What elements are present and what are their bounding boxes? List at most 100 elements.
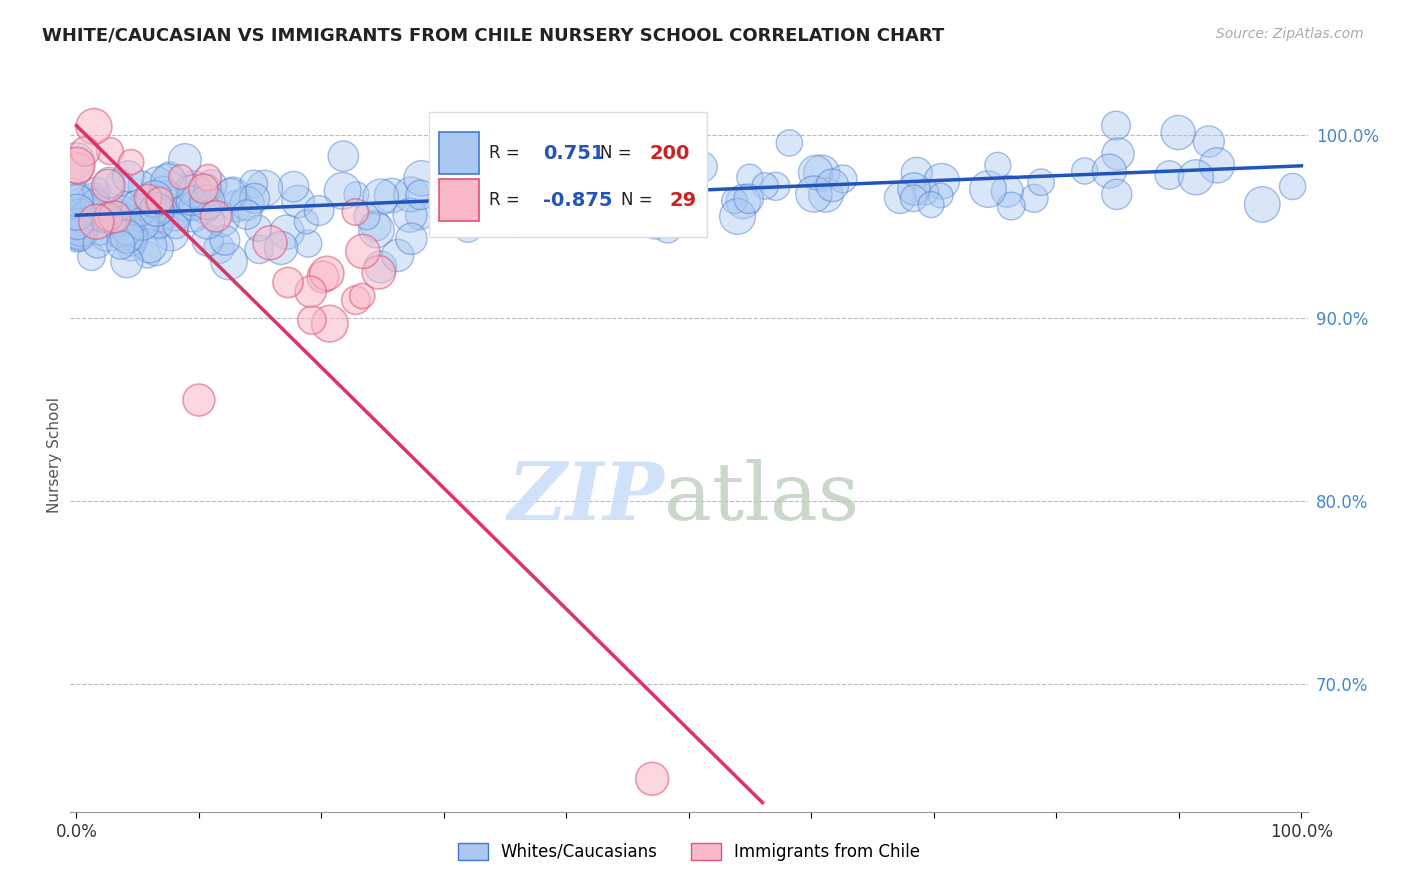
Point xyxy=(136,191,159,205)
Point xyxy=(79,214,101,228)
Point xyxy=(723,194,745,208)
Point xyxy=(247,243,270,257)
Point xyxy=(502,176,524,190)
Point xyxy=(1281,179,1303,194)
Point xyxy=(136,248,159,262)
Point xyxy=(218,254,240,268)
Point xyxy=(72,211,94,226)
Point xyxy=(482,177,505,191)
Point xyxy=(84,210,107,224)
Point xyxy=(181,209,204,223)
Point xyxy=(1073,164,1095,178)
Point xyxy=(319,317,342,331)
Point xyxy=(821,178,844,193)
Point xyxy=(159,169,181,184)
Point xyxy=(110,215,132,229)
Point xyxy=(195,195,218,210)
Point xyxy=(146,210,169,224)
Point xyxy=(67,231,90,245)
Point xyxy=(148,217,170,231)
Point xyxy=(131,178,153,192)
Point xyxy=(1029,175,1052,189)
Point xyxy=(66,228,89,243)
Point xyxy=(352,244,374,259)
Point xyxy=(197,181,219,195)
Point xyxy=(96,227,118,241)
Point xyxy=(803,187,825,202)
Point xyxy=(914,185,936,199)
Point xyxy=(399,187,422,202)
Text: R =: R = xyxy=(488,145,524,162)
Point xyxy=(467,187,489,202)
Point xyxy=(1105,119,1128,133)
Point xyxy=(1098,164,1121,178)
Point xyxy=(657,222,679,236)
Point xyxy=(242,177,264,191)
Point xyxy=(299,285,322,299)
Point xyxy=(174,153,197,167)
Point xyxy=(344,293,367,307)
Point xyxy=(457,221,479,235)
Point xyxy=(505,200,527,214)
Point xyxy=(115,222,138,236)
Point xyxy=(165,207,187,221)
Point xyxy=(66,194,89,208)
Point xyxy=(690,160,713,174)
Point xyxy=(211,212,233,227)
Point xyxy=(150,203,173,218)
Point xyxy=(98,144,121,158)
Text: atlas: atlas xyxy=(664,458,859,537)
Point xyxy=(205,210,228,224)
Point xyxy=(367,265,389,279)
Point xyxy=(67,209,90,223)
Point xyxy=(197,234,219,248)
Point xyxy=(370,190,392,204)
Point xyxy=(1185,170,1208,185)
Point xyxy=(1198,135,1220,149)
Point xyxy=(987,158,1010,172)
Point xyxy=(222,186,245,200)
Point xyxy=(804,165,827,179)
Point xyxy=(86,184,108,198)
Text: ZIP: ZIP xyxy=(508,459,664,536)
Point xyxy=(253,181,276,195)
Point xyxy=(93,213,115,227)
Point xyxy=(139,239,162,253)
Point xyxy=(165,219,187,233)
Point xyxy=(117,169,139,184)
Point xyxy=(344,187,367,202)
Point xyxy=(195,214,218,228)
Point xyxy=(889,191,911,205)
Point xyxy=(530,190,553,204)
Point xyxy=(84,197,107,211)
Point xyxy=(152,202,174,216)
Point xyxy=(65,227,87,242)
Point xyxy=(929,188,952,202)
Point xyxy=(593,206,616,220)
Point xyxy=(633,194,655,208)
Point xyxy=(297,236,319,251)
FancyBboxPatch shape xyxy=(439,178,478,221)
Point xyxy=(124,229,146,244)
Point xyxy=(236,208,259,222)
Point xyxy=(66,195,89,210)
Point xyxy=(120,233,142,247)
Point xyxy=(488,199,510,213)
Point xyxy=(183,181,205,195)
Point xyxy=(170,169,193,184)
Point xyxy=(65,192,87,206)
Point xyxy=(187,392,209,407)
Point xyxy=(83,120,105,134)
Point xyxy=(637,211,659,225)
Point xyxy=(101,208,124,222)
Text: N =: N = xyxy=(621,191,658,209)
Text: R =: R = xyxy=(488,191,524,209)
Point xyxy=(1159,168,1181,182)
Point xyxy=(69,194,91,208)
Point xyxy=(332,184,354,198)
Point xyxy=(931,174,953,188)
Point xyxy=(1205,158,1227,172)
Point xyxy=(66,203,89,218)
Point xyxy=(409,209,432,223)
Point xyxy=(110,238,132,252)
